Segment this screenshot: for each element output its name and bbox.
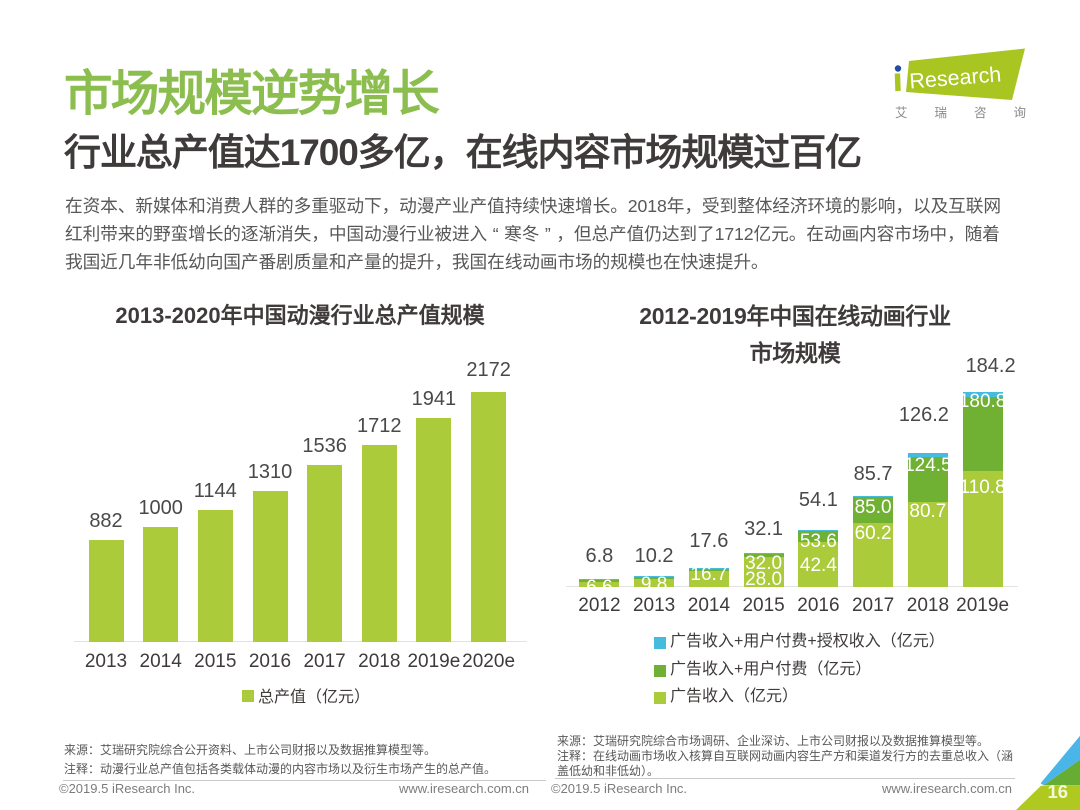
svg-text:16: 16: [1048, 781, 1069, 802]
svg-text:艾瑞咨询: 艾瑞咨询: [895, 105, 1040, 120]
